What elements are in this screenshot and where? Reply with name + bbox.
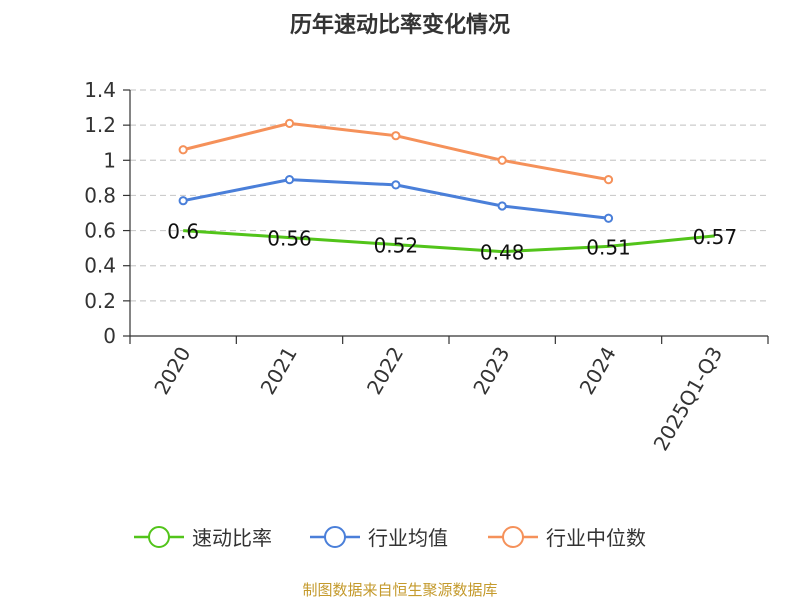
y-tick-label: 0 <box>103 324 116 348</box>
y-tick-label: 0.6 <box>84 219 116 243</box>
legend-marker <box>502 526 524 548</box>
y-tick-label: 0.4 <box>84 254 116 278</box>
data-point <box>178 196 188 206</box>
x-tick-label: 2021 <box>256 343 302 399</box>
source-note: 制图数据来自恒生聚源数据库 <box>302 581 497 599</box>
legend-label: 行业中位数 <box>546 526 646 550</box>
data-point <box>391 131 401 141</box>
data-point <box>497 155 507 165</box>
legend-label: 速动比率 <box>192 526 272 550</box>
data-label: 0.56 <box>267 227 312 251</box>
legend-marker <box>148 526 170 548</box>
legend: 速动比率 行业均值 行业中位数 <box>134 526 646 550</box>
y-tick-label: 1.4 <box>84 78 116 102</box>
data-point <box>284 118 295 128</box>
axes: 0 0.2 0.4 0.6 0.8 1 1.2 1.4 2020 2021 2022 2023 2024… <box>84 78 769 455</box>
data-point <box>178 145 188 155</box>
data-point <box>603 213 614 223</box>
data-label: 0.6 <box>167 220 199 244</box>
y-tick-label: 0.2 <box>84 289 116 313</box>
data-point <box>497 201 507 211</box>
y-tick-label: 1.2 <box>84 113 116 137</box>
data-point <box>391 180 401 190</box>
data-label: 0.52 <box>374 234 419 258</box>
x-tick-label: 2024 <box>575 343 621 399</box>
data-point <box>284 175 295 185</box>
data-label: 0.51 <box>586 235 631 259</box>
chart-title: 历年速动比率变化情况 <box>290 12 510 38</box>
data-point <box>603 175 614 185</box>
y-tick-label: 1 <box>103 148 116 172</box>
legend-label: 行业均值 <box>368 526 448 550</box>
series-line <box>183 229 715 254</box>
legend-marker <box>324 526 346 548</box>
data-labels: 0.6 0.56 0.52 0.48 0.51 0.57 <box>167 220 737 265</box>
data-label: 0.48 <box>480 241 525 265</box>
data-label: 0.57 <box>693 225 738 249</box>
y-tick-label: 0.8 <box>84 183 116 207</box>
x-tick-label: 2023 <box>468 342 514 398</box>
x-tick-label: 2022 <box>362 343 408 399</box>
x-tick-label: 2025Q1-Q3 <box>648 343 727 455</box>
grid-lines <box>130 89 768 302</box>
x-tick-label: 2020 <box>149 343 195 399</box>
series-lines <box>178 118 715 254</box>
